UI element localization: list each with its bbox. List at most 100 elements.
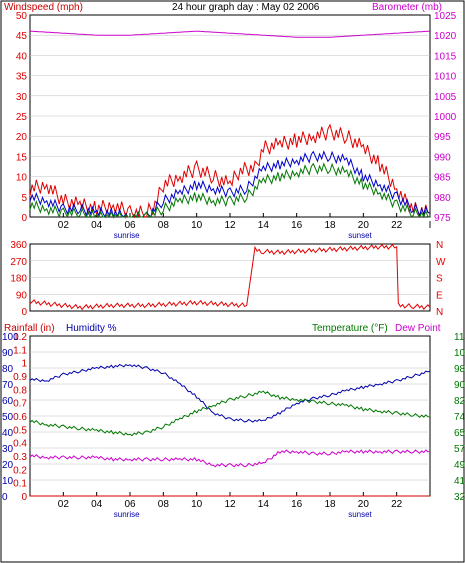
baro-tick-label: 1015 xyxy=(434,51,457,62)
x-tick-label: 14 xyxy=(258,220,270,231)
baro-tick-label: 975 xyxy=(434,213,451,224)
x-tick-label: 20 xyxy=(358,499,370,510)
x-tick-label: 02 xyxy=(58,499,70,510)
wind_low-series xyxy=(29,162,431,219)
wind-tick-label: 20 xyxy=(16,132,28,143)
rain-tick-label: 1 xyxy=(21,359,27,370)
humidity-tick-label: 10 xyxy=(2,476,14,487)
rain-tick-label: 0.6 xyxy=(13,412,27,423)
dewpoint-axis-label: Dew Point xyxy=(395,323,441,334)
wind-axis-label: Windspeed (mph) xyxy=(4,2,83,13)
temp-tick-label: 98 xyxy=(454,364,465,375)
x-tick-label: 20 xyxy=(358,220,370,231)
rain-tick-label: 0.7 xyxy=(13,399,27,410)
x-tick-label: 18 xyxy=(324,220,336,231)
rain-tick-label: 1.2 xyxy=(13,332,27,343)
wind-tick-label: 15 xyxy=(16,152,28,163)
x-tick-label: 12 xyxy=(224,220,236,231)
temp-tick-label: 74 xyxy=(454,412,465,423)
temp-tick-label: 32 xyxy=(454,492,465,503)
compass-label: S xyxy=(436,274,443,285)
humidity-tick-label: 80 xyxy=(2,364,14,375)
x-tick-label: 02 xyxy=(58,220,70,231)
humidity-tick-label: 90 xyxy=(2,348,14,359)
temperature-axis-label: Temperature (°F) xyxy=(312,323,388,334)
humidity-tick-label: 60 xyxy=(2,396,14,407)
compass-label: E xyxy=(436,290,443,301)
rain-tick-label: 0.8 xyxy=(13,385,27,396)
direction-tick-label: 270 xyxy=(10,257,27,268)
compass-label: N xyxy=(436,307,443,318)
x-tick-label: 06 xyxy=(124,220,136,231)
temp-tick-label: 107 xyxy=(454,348,465,359)
rain-tick-label: 0.3 xyxy=(13,452,27,463)
wind-tick-label: 0 xyxy=(21,213,27,224)
wind_avg-series xyxy=(29,150,431,219)
humidity-tick-label: 20 xyxy=(2,460,14,471)
x-tick-label: 06 xyxy=(124,499,136,510)
direction-tick-label: 90 xyxy=(16,290,28,301)
x-tick-label: 04 xyxy=(91,220,103,231)
sunrise-label: sunrise xyxy=(114,231,140,240)
baro-tick-label: 995 xyxy=(434,132,451,143)
temp-tick-label: 82 xyxy=(454,396,465,407)
dew_point-series xyxy=(29,449,430,468)
x-tick-label: 22 xyxy=(391,220,403,231)
baro-tick-label: 1025 xyxy=(434,11,457,22)
wind-series xyxy=(29,123,431,219)
humidity-series xyxy=(29,363,431,423)
compass-label: N xyxy=(436,240,443,251)
rain-axis-label: Rainfall (in) xyxy=(4,323,55,334)
wind-tick-label: 35 xyxy=(16,72,28,83)
baro-tick-label: 990 xyxy=(434,152,451,163)
baro-tick-label: 1010 xyxy=(434,72,457,83)
x-tick-label: 16 xyxy=(291,499,303,510)
wind_direction-series xyxy=(29,243,431,311)
baro-tick-label: 1005 xyxy=(434,92,457,103)
rain-tick-label: 1.1 xyxy=(13,345,27,356)
chart-title: 24 hour graph day : May 02 2006 xyxy=(172,2,320,13)
baro-tick-label: 1000 xyxy=(434,112,457,123)
x-tick-label: 16 xyxy=(291,220,303,231)
x-tick-label: 14 xyxy=(258,499,270,510)
sunset-label: sunset xyxy=(348,510,372,519)
compass-label: W xyxy=(436,257,446,268)
humidity-tick-label: 100 xyxy=(2,332,19,343)
temp-tick-label: 41 xyxy=(454,476,465,487)
wind-tick-label: 25 xyxy=(16,112,28,123)
x-tick-label: 12 xyxy=(224,499,236,510)
wind-tick-label: 45 xyxy=(16,31,28,42)
baro-tick-label: 1020 xyxy=(434,31,457,42)
humidity-tick-label: 30 xyxy=(2,444,14,455)
humidity-axis-label: Humidity % xyxy=(66,323,117,334)
x-tick-label: 10 xyxy=(191,499,203,510)
rain-tick-label: 0.1 xyxy=(13,479,27,490)
baro-tick-label: 985 xyxy=(434,173,451,184)
rain-tick-label: 0.9 xyxy=(13,372,27,383)
humidity-tick-label: 50 xyxy=(2,412,14,423)
x-tick-label: 10 xyxy=(191,220,203,231)
humidity-tick-label: 0 xyxy=(2,492,8,503)
wind-tick-label: 30 xyxy=(16,92,28,103)
rain-tick-label: 0 xyxy=(21,492,27,503)
direction-tick-label: 0 xyxy=(21,307,27,318)
wind-tick-label: 5 xyxy=(21,193,27,204)
x-tick-label: 22 xyxy=(391,499,403,510)
x-tick-label: 04 xyxy=(91,499,103,510)
sunset-label: sunset xyxy=(348,231,372,240)
humidity-tick-label: 40 xyxy=(2,428,14,439)
wind-tick-label: 10 xyxy=(16,173,28,184)
rain-tick-label: 0.2 xyxy=(13,465,27,476)
wind-tick-label: 50 xyxy=(16,11,28,22)
rain-tick-label: 0.4 xyxy=(13,439,27,450)
temp-tick-label: 90 xyxy=(454,380,465,391)
temp-tick-label: 49 xyxy=(454,460,465,471)
wind-tick-label: 40 xyxy=(16,51,28,62)
x-tick-label: 08 xyxy=(158,220,170,231)
barometer-series xyxy=(29,30,431,38)
direction-tick-label: 180 xyxy=(10,274,27,285)
x-tick-label: I xyxy=(429,220,432,231)
temp-tick-label: 57 xyxy=(454,444,465,455)
